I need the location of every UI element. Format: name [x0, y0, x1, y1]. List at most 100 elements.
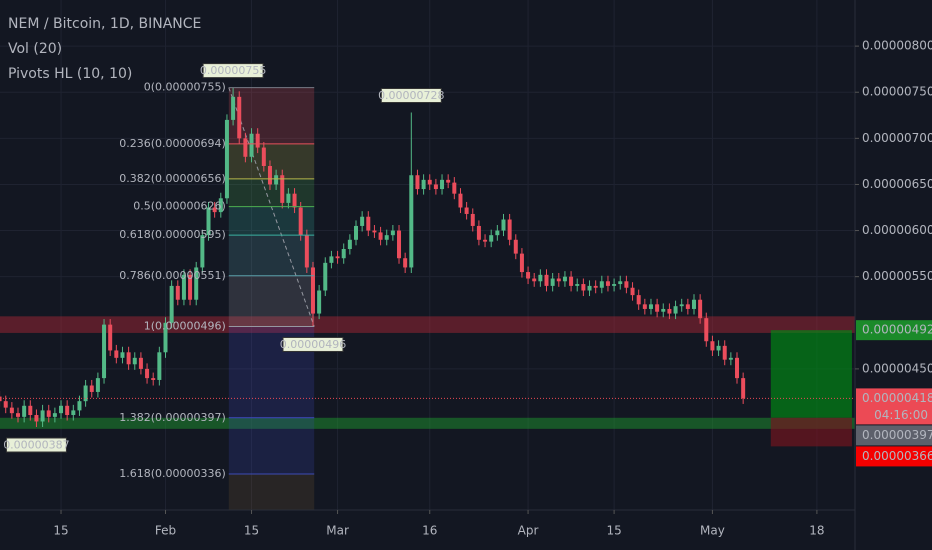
candle-body	[667, 308, 672, 314]
fib-label: 1.618(0.00000336)	[119, 467, 226, 480]
candle-body	[630, 287, 635, 296]
candle-body	[519, 253, 524, 273]
candle-body	[716, 345, 721, 351]
candle-body	[237, 96, 242, 139]
candle-body	[218, 198, 223, 213]
candle-body	[102, 324, 107, 379]
fib-label: 0(0.00000755)	[144, 81, 226, 94]
candle-body	[526, 272, 531, 279]
countdown: 04:16:00	[874, 408, 928, 422]
fib-label: 0.618(0.00000595)	[119, 228, 226, 241]
candle-body	[741, 378, 746, 399]
candle-body	[286, 193, 291, 203]
candle-body	[9, 407, 14, 414]
pivot-label-bg	[202, 63, 264, 79]
indicator-label: Pivots HL (10, 10)	[8, 66, 132, 82]
candle-body	[735, 357, 740, 379]
candle-body	[126, 352, 131, 365]
candle-body	[538, 274, 543, 282]
candle-body	[145, 368, 150, 379]
candle-body	[390, 230, 395, 236]
candle-body	[710, 341, 715, 351]
candle-body	[728, 357, 733, 360]
pivot-label: 0.00000755	[200, 63, 266, 79]
y-tick-label: 0.00000700	[862, 131, 932, 145]
candle-body	[446, 179, 451, 183]
candle-body	[292, 193, 297, 208]
candle-body	[194, 267, 199, 300]
candle-body	[636, 295, 641, 305]
fib-fill	[228, 87, 315, 144]
candle-body	[501, 219, 506, 231]
candle-body	[310, 267, 315, 314]
candle-body	[151, 378, 156, 380]
price-label-bg	[856, 425, 932, 446]
candle-body	[532, 278, 537, 282]
candle-body	[655, 304, 660, 312]
candle-body	[157, 352, 162, 380]
candle-body	[409, 175, 414, 268]
y-tick-label: 0.00000650	[862, 177, 932, 191]
candle-body	[458, 193, 463, 208]
candle-body	[698, 299, 703, 319]
candle-body	[440, 179, 445, 190]
candle-body	[556, 278, 561, 282]
fib-fill	[228, 417, 315, 475]
candle-body	[40, 410, 45, 422]
candle-body	[691, 299, 696, 309]
candle-body	[624, 281, 629, 288]
candle-body	[298, 207, 303, 236]
candle-body	[384, 235, 389, 240]
candle-body	[83, 385, 88, 402]
fib-label: 0.236(0.00000694)	[119, 137, 226, 150]
candle-body	[34, 415, 39, 422]
candle-body	[52, 413, 57, 417]
candle-body	[65, 405, 70, 416]
y-tick-label: 0.00000550	[862, 269, 932, 283]
candle-body	[28, 405, 33, 416]
candle-body	[341, 249, 346, 259]
pivot-label-bg	[380, 88, 442, 104]
candle-body	[231, 96, 236, 120]
candle-body	[347, 239, 352, 250]
zone	[0, 316, 855, 333]
candle-body	[704, 318, 709, 342]
y-tick-label: 0.00000800	[862, 39, 932, 53]
fib-label: 0.382(0.00000656)	[119, 172, 226, 185]
candle-body	[421, 179, 426, 190]
candle-body	[415, 175, 420, 190]
candle-body	[587, 285, 592, 291]
candle-body	[95, 378, 100, 392]
candle-body	[562, 276, 567, 282]
candle-body	[685, 304, 690, 309]
candle-body	[464, 207, 469, 214]
pivot-label-text: 0.00000728	[378, 89, 444, 102]
zone	[0, 417, 855, 429]
candle-body	[249, 133, 254, 157]
candle-body	[22, 405, 27, 417]
candle-body	[544, 274, 549, 286]
candle-body	[200, 235, 205, 268]
candle-body	[403, 258, 408, 268]
candle-body	[181, 274, 186, 300]
y-tick-label: 0.00000450	[862, 361, 932, 375]
fib-label: 1(0.00000496)	[144, 319, 226, 332]
candle-body	[427, 179, 432, 185]
candle-body	[138, 357, 143, 369]
x-tick-label: May	[700, 524, 725, 538]
candle-body	[255, 133, 260, 148]
fib-fill	[228, 275, 315, 327]
candle-body	[163, 322, 168, 353]
candle-body	[679, 304, 684, 307]
x-tick-label: Mar	[326, 524, 349, 538]
candle-body	[612, 284, 617, 286]
candle-body	[304, 235, 309, 268]
candle-body	[114, 350, 119, 358]
y-tick-label: 0.00000600	[862, 223, 932, 237]
candle-body	[329, 256, 334, 263]
pivot-label: 0.00000387	[3, 437, 70, 453]
candle-body	[642, 304, 647, 309]
x-tick-label: 18	[809, 524, 824, 538]
